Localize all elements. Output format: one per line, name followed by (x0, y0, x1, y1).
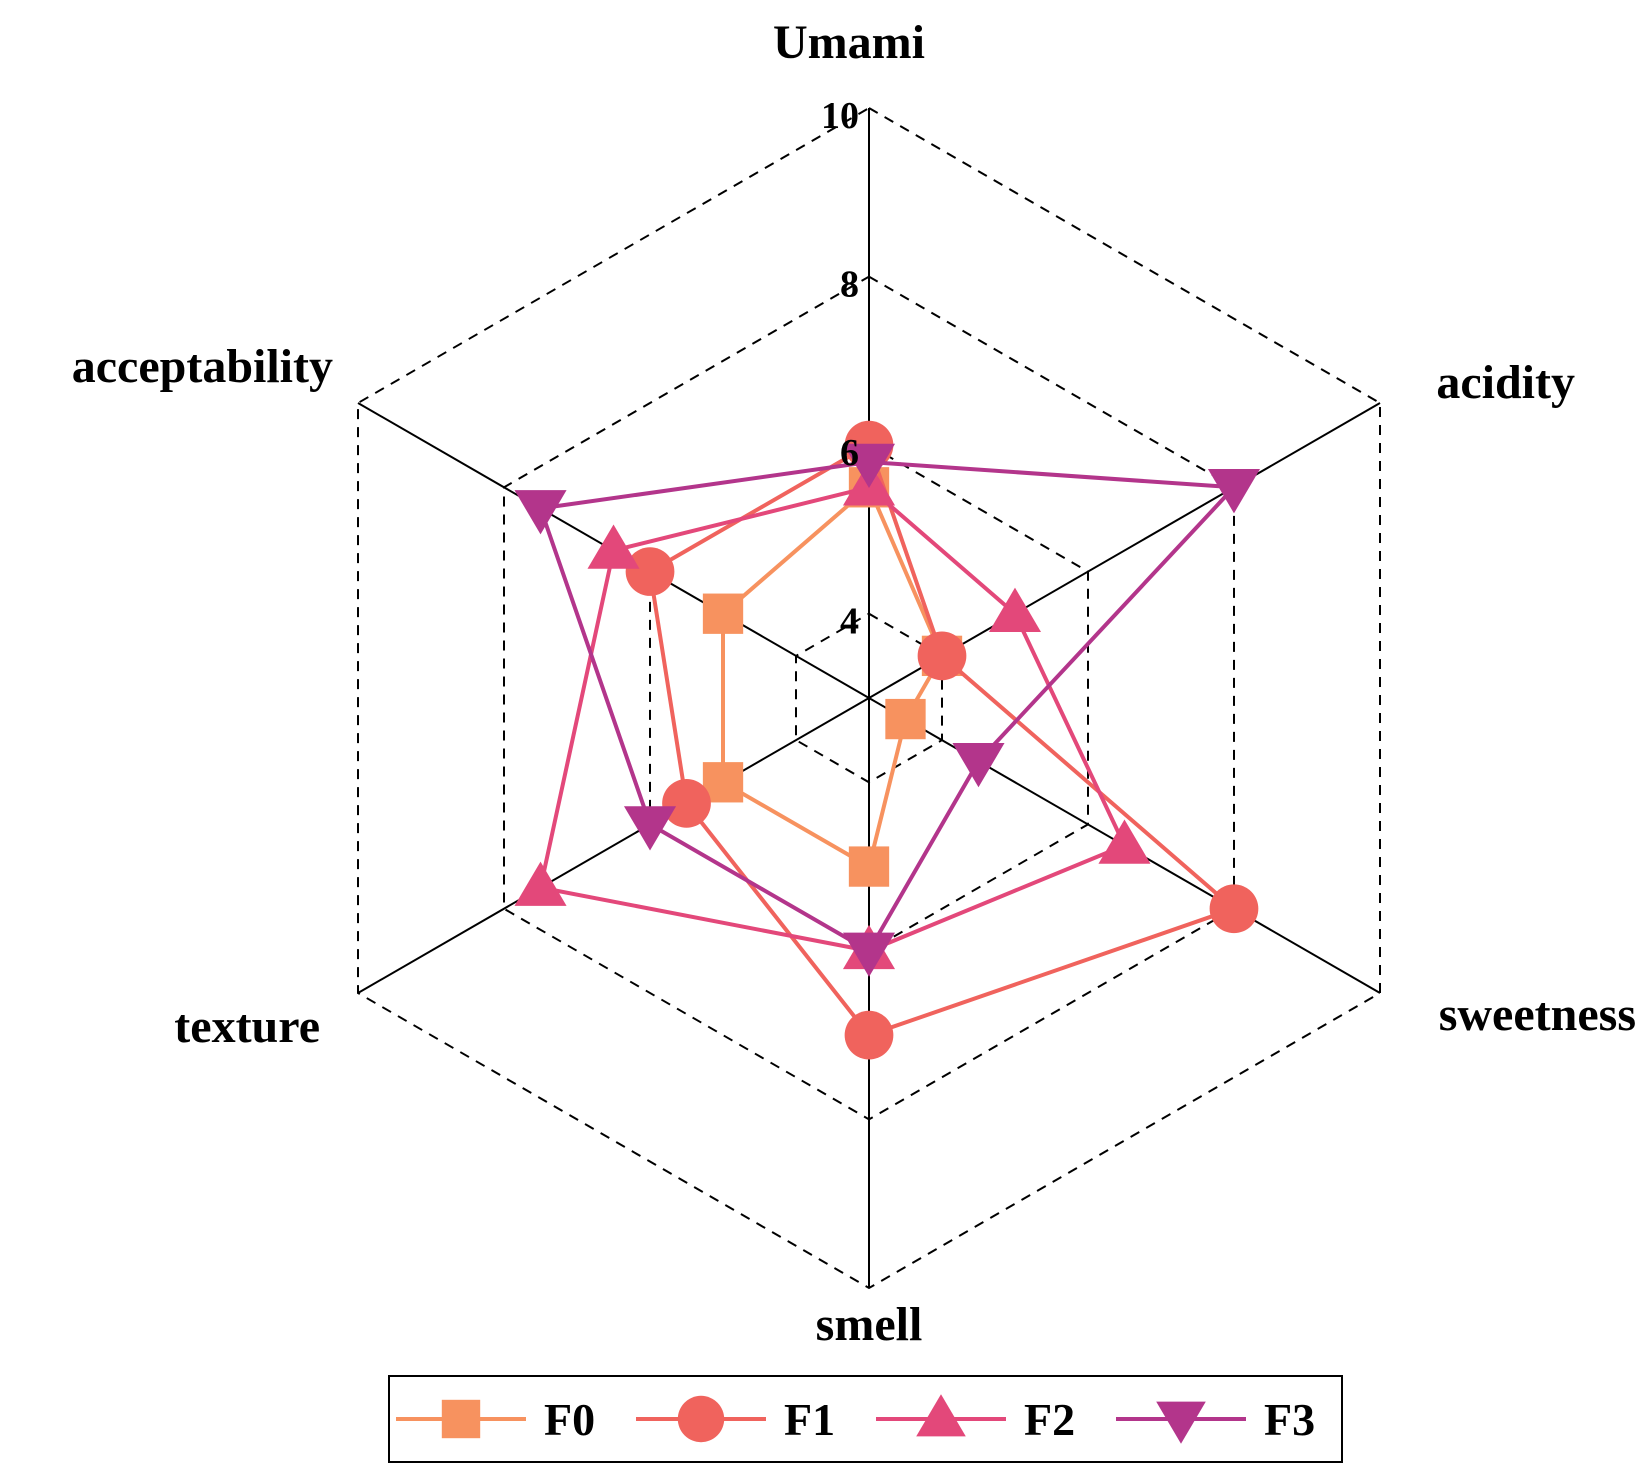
data-point-f2-acceptability (587, 524, 640, 569)
data-point-f3-acceptability (514, 490, 567, 535)
data-point-f3-smell (842, 932, 896, 977)
data-point-f1-sweetness (1209, 884, 1259, 934)
data-point-f3-acidity (1207, 469, 1261, 514)
legend-items: F0 F1 F2 F3 (396, 1394, 1315, 1445)
data-point-f1-acceptability (625, 547, 675, 596)
data-point-f0-sweetness (885, 698, 926, 740)
axis-labels: Umami acidity sweetness smell texture accepta… (72, 16, 1636, 1351)
legend-label-f1: F1 (784, 1394, 835, 1445)
tick-label-10: 10 (821, 95, 859, 137)
radar-grid (357, 106, 1381, 1290)
legend-label-f2: F2 (1024, 1394, 1075, 1445)
legend-marker-f2 (916, 1394, 966, 1437)
radar-series (514, 420, 1261, 1060)
tick-label-8: 8 (840, 264, 859, 306)
series-f2 (514, 461, 1151, 970)
data-point-f3-sweetness (952, 742, 1005, 788)
data-point-f2-texture (514, 861, 567, 906)
tick-label-6: 6 (840, 432, 859, 474)
axis-label-smell: smell (816, 1298, 923, 1351)
data-point-f1-acidity (917, 631, 967, 681)
axis-label-umami: Umami (773, 16, 925, 69)
data-point-f3-umami (842, 443, 896, 489)
axis-label-acidity: acidity (1436, 356, 1575, 409)
legend-marker-f0 (441, 1399, 481, 1439)
axis-label-texture: texture (174, 1000, 320, 1053)
data-point-f0-smell (848, 846, 890, 887)
legend-item-f3: F3 (1116, 1394, 1315, 1445)
axis-label-acceptability: acceptability (72, 340, 333, 393)
axis-label-sweetness: sweetness (1439, 988, 1636, 1041)
data-point-f1-texture (662, 778, 711, 828)
data-point-f2-acidity (988, 587, 1042, 632)
legend-item-f1: F1 (636, 1394, 835, 1445)
tick-labels: 4 6 8 10 (821, 95, 859, 643)
data-point-f2-sweetness (1098, 819, 1151, 864)
data-point-f1-smell (844, 1010, 894, 1060)
legend-marker-f3 (1156, 1401, 1206, 1444)
tick-label-4: 4 (840, 601, 859, 643)
legend: F0 F1 F2 F3 (388, 1375, 1343, 1463)
legend-marker-f1 (677, 1395, 725, 1443)
legend-label-f0: F0 (544, 1394, 595, 1445)
axis-spoke-texture (357, 697, 870, 994)
legend-label-f3: F3 (1264, 1394, 1315, 1445)
legend-item-f2: F2 (876, 1394, 1075, 1445)
data-point-f3-texture (623, 806, 677, 851)
series-f3 (514, 443, 1261, 977)
data-point-f0-acceptability (702, 593, 744, 634)
legend-item-f0: F0 (396, 1394, 595, 1445)
